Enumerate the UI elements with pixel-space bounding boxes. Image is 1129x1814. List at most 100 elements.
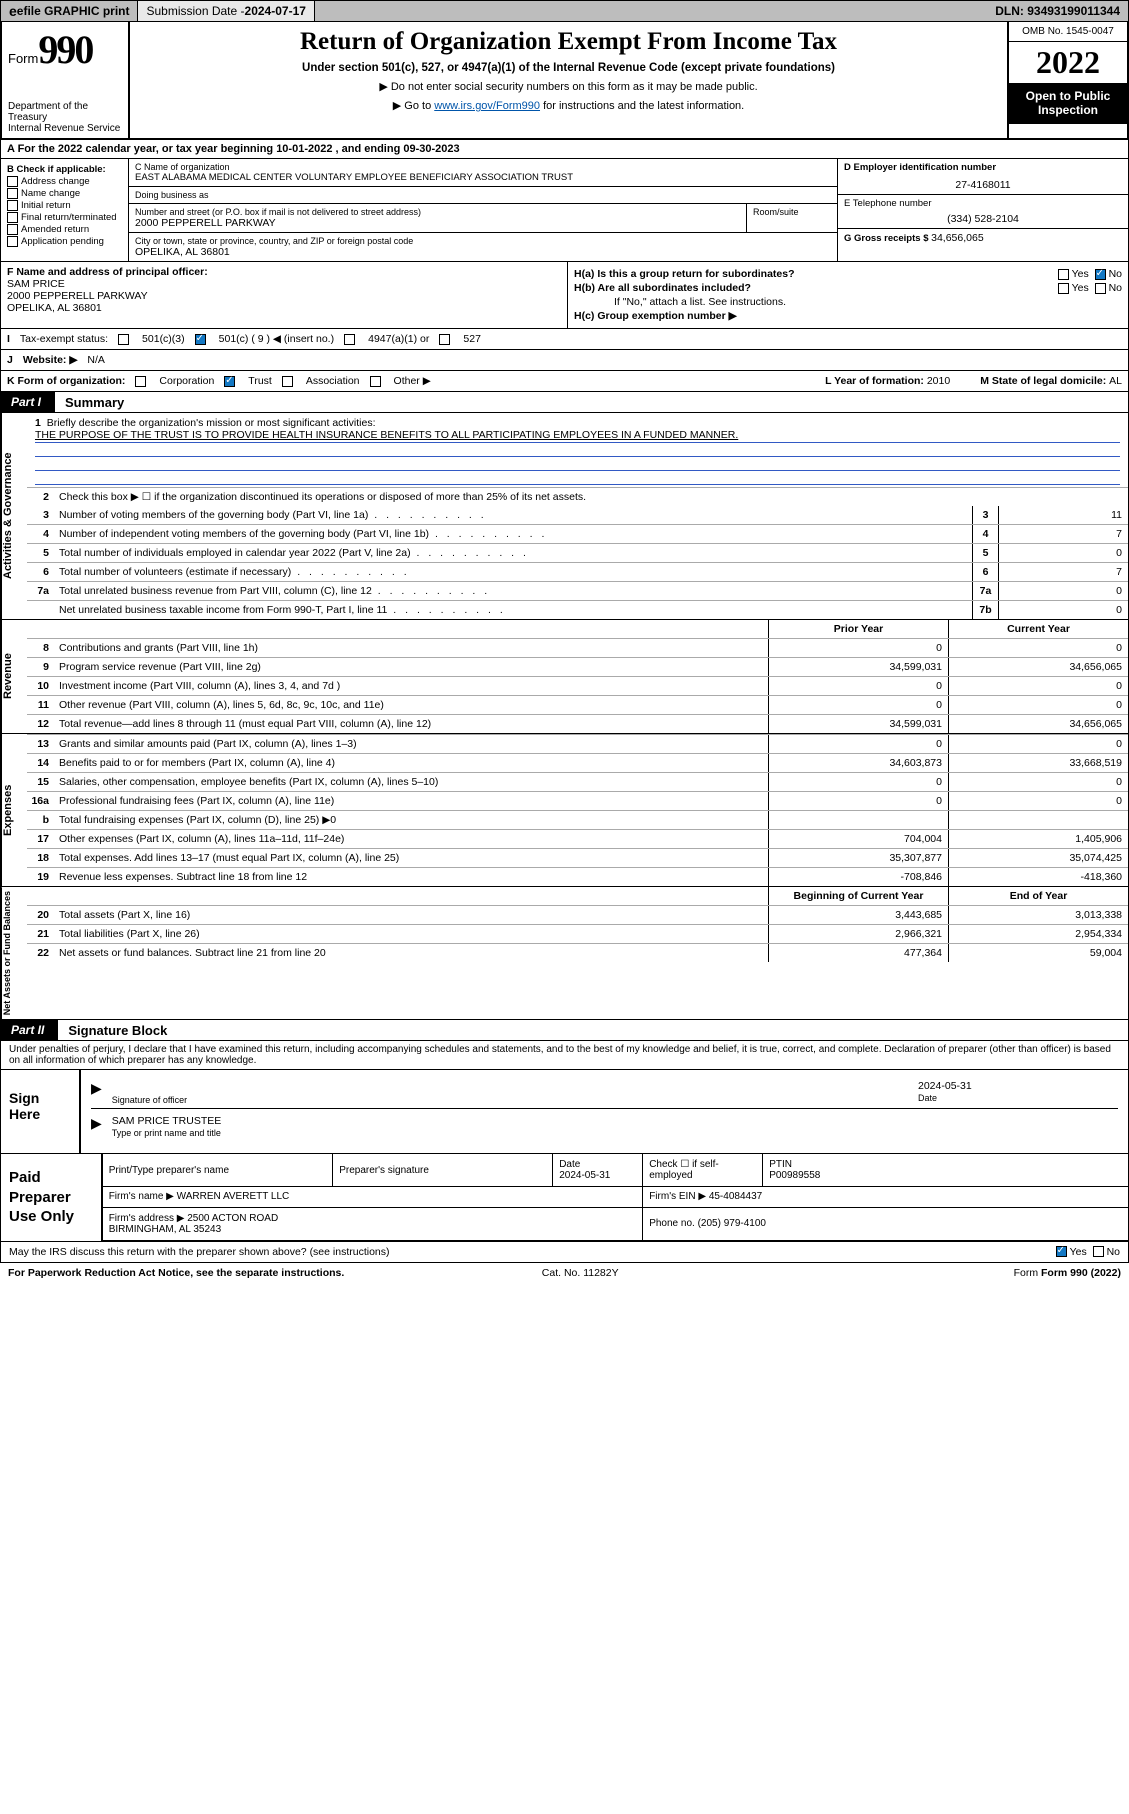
arrow-icon [91,1080,102,1106]
table-row: 12 Total revenue—add lines 8 through 11 … [27,714,1128,733]
omb-no: OMB No. 1545-0047 [1009,22,1127,42]
yes-label: Yes [1072,268,1089,280]
note2-post: for instructions and the latest informat… [540,100,744,112]
arrow-icon [91,1115,102,1139]
table-row: 9 Program service revenue (Part VIII, li… [27,657,1128,676]
addr-label: Number and street (or P.O. box if mail i… [135,207,740,217]
sign-here: Sign Here Signature of officer 2024-05-3… [0,1070,1129,1154]
g-label: G Gross receipts $ [844,233,931,244]
checkbox-icon[interactable] [7,224,18,235]
begin-year-hdr: Beginning of Current Year [768,887,948,905]
state-domicile: AL [1109,375,1122,387]
note2-pre: Go to [404,100,434,112]
form-word: Form [8,51,38,66]
date-label: Date [918,1093,937,1103]
table-row: 10 Investment income (Part VIII, column … [27,676,1128,695]
b-opt-1: Name change [7,188,122,199]
i-opt-3: 527 [463,333,481,345]
prep-h2: Date [559,1159,580,1170]
checkbox-icon[interactable] [1093,1246,1104,1257]
checkbox-icon[interactable] [7,176,18,187]
discuss-text: May the IRS discuss this return with the… [9,1246,390,1258]
section-f: F Name and address of principal officer:… [1,262,568,328]
hc-label: H(c) Group exemption number ▶ [574,310,737,322]
b-opt-0-label: Address change [21,176,90,187]
gov-row: 5 Total number of individuals employed i… [27,543,1128,562]
website-value: N/A [87,354,105,366]
b-opt-2: Initial return [7,200,122,211]
c-city: City or town, state or province, country… [129,233,837,261]
section-l: L Year of formation: 2010 [825,375,950,387]
submission-date-button[interactable]: Submission Date - 2024-07-17 [138,1,314,21]
gov-row: 4 Number of independent voting members o… [27,524,1128,543]
part2-bar: Part II Signature Block [0,1020,1129,1041]
section-i: ITax-exempt status: 501(c)(3) 501(c) ( 9… [1,328,1128,349]
checkbox-icon[interactable] [135,376,146,387]
k-opt-3: Other ▶ [394,375,431,387]
mission-q: Briefly describe the organization's miss… [47,417,376,429]
gross-receipts: 34,656,065 [931,232,984,244]
yes-label: Yes [1072,282,1089,294]
sign-date: 2024-05-31 [918,1080,1118,1092]
checkbox-checked-icon[interactable] [1095,269,1106,280]
header-col2: Return of Organization Exempt From Incom… [130,22,1007,138]
efile-label: eefile GRAPHIC print [1,1,138,21]
d-label: D Employer identification number [844,162,1122,173]
checkbox-icon[interactable] [282,376,293,387]
dba-label: Doing business as [135,190,831,200]
checkbox-icon[interactable] [439,334,450,345]
prep-table: Print/Type preparer's name Preparer's si… [103,1154,1128,1241]
form-title: Return of Organization Exempt From Incom… [138,28,999,56]
checkbox-checked-icon[interactable] [195,334,206,345]
checkbox-icon[interactable] [118,334,129,345]
sig-of-officer-label: Signature of officer [112,1095,187,1105]
prep-h4: PTIN [769,1159,792,1170]
c-name: C Name of organization EAST ALABAMA MEDI… [129,159,837,187]
checkbox-icon[interactable] [1058,269,1069,280]
section-klm: K Form of organization: Corporation Trus… [1,370,1128,391]
discuss-line: May the IRS discuss this return with the… [0,1242,1129,1263]
k-label: K Form of organization: [7,375,125,387]
dln-label: DLN: [995,4,1027,18]
gov-l2: Check this box ▶ ☐ if the organization d… [55,488,1128,506]
checkbox-icon[interactable] [1058,283,1069,294]
firm-phone-label: Phone no. [649,1218,697,1229]
checkbox-checked-icon[interactable] [1056,1246,1067,1257]
gov-row: 3 Number of voting members of the govern… [27,506,1128,524]
c-dba: Doing business as [129,187,837,204]
tax-year: 2022 [1009,42,1127,83]
table-row: 21 Total liabilities (Part X, line 26) 2… [27,924,1128,943]
prep-check: Check ☐ if self-employed [643,1154,763,1186]
checkbox-icon[interactable] [7,236,18,247]
section-c: C Name of organization EAST ALABAMA MEDI… [129,159,838,261]
name-title-label: Type or print name and title [112,1128,221,1138]
k-opt-2: Association [306,375,360,387]
header-note1: Do not enter social security numbers on … [138,80,999,93]
gov-row: Net unrelated business taxable income fr… [27,600,1128,619]
gov-section: Activities & Governance 1 Briefly descri… [0,413,1129,620]
yes-label: Yes [1070,1246,1087,1258]
header-col1: Form990 Department of the Treasury Inter… [2,22,130,138]
col-header: Prior Year Current Year [27,620,1128,638]
org-city: OPELIKA, AL 36801 [135,246,831,258]
checkbox-checked-icon[interactable] [224,376,235,387]
org-address: 2000 PEPPERELL PARKWAY [135,217,740,229]
table-row: 11 Other revenue (Part VIII, column (A),… [27,695,1128,714]
l-label: L Year of formation: [825,375,927,387]
checkbox-icon[interactable] [7,212,18,223]
checkbox-icon[interactable] [370,376,381,387]
checkbox-icon[interactable] [344,334,355,345]
checkbox-icon[interactable] [1095,283,1106,294]
checkbox-icon[interactable] [7,200,18,211]
table-row: 18 Total expenses. Add lines 13–17 (must… [27,848,1128,867]
table-row: 8 Contributions and grants (Part VIII, l… [27,638,1128,657]
no-label: No [1109,282,1122,294]
b-opt-4: Amended return [7,224,122,235]
table-row: b Total fundraising expenses (Part IX, c… [27,810,1128,829]
checkbox-icon[interactable] [7,188,18,199]
form990-link[interactable]: www.irs.gov/Form990 [434,100,540,112]
mission-a: THE PURPOSE OF THE TRUST IS TO PROVIDE H… [35,429,738,441]
signer-name: SAM PRICE TRUSTEE [112,1115,1118,1127]
no-label: No [1109,268,1122,280]
part1-bar: Part I Summary [0,392,1129,413]
